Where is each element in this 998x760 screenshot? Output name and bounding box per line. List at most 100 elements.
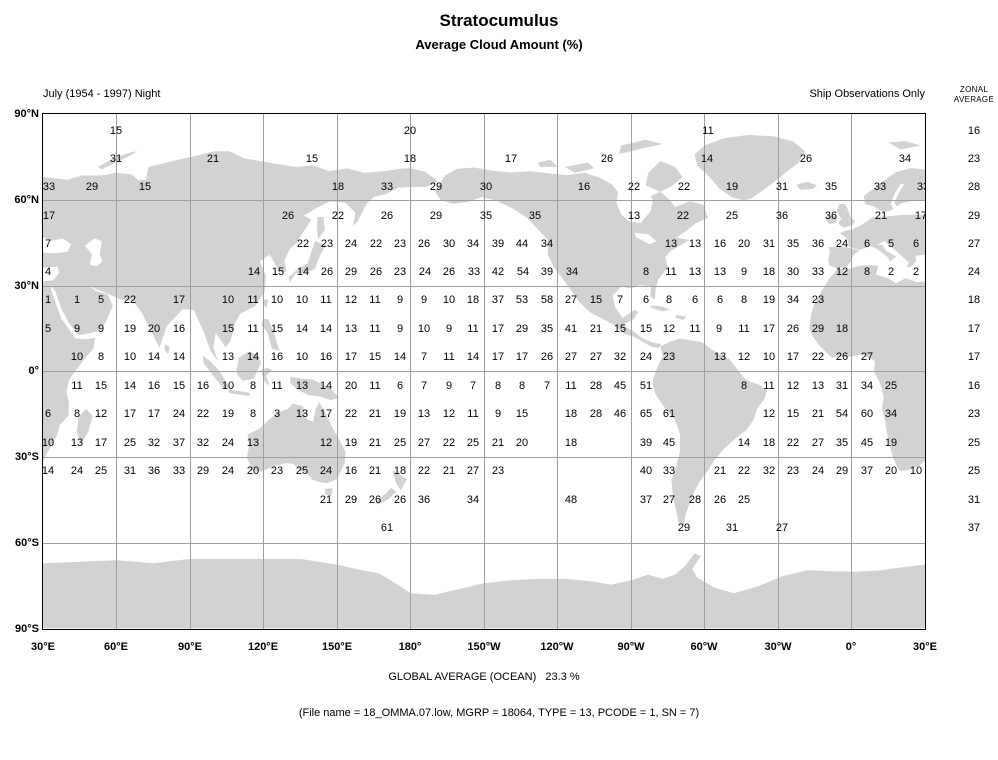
cloud-amount-value: 27	[589, 351, 603, 363]
cloud-amount-value: 20	[147, 323, 161, 335]
cloud-amount-value: 51	[639, 380, 653, 392]
cloud-amount-value: 16	[577, 181, 591, 193]
cloud-amount-value: 10	[270, 294, 284, 306]
cloud-amount-value: 15	[172, 380, 186, 392]
cloud-amount-value: 54	[516, 266, 530, 278]
cloud-amount-value: 20	[403, 125, 417, 137]
cloud-amount-value: 44	[515, 238, 529, 250]
landmass-shape	[43, 266, 60, 282]
cloud-amount-value: 8	[740, 380, 748, 392]
cloud-amount-value: 24	[811, 465, 825, 477]
cloud-amount-value: 25	[393, 437, 407, 449]
cloud-amount-value: 20	[737, 238, 751, 250]
cloud-amount-value: 21	[811, 408, 825, 420]
cloud-amount-value: 4	[44, 266, 52, 278]
cloud-amount-value: 15	[271, 266, 285, 278]
cloud-amount-value: 29	[515, 323, 529, 335]
cloud-amount-value: 53	[515, 294, 529, 306]
cloud-amount-value: 18	[564, 437, 578, 449]
cloud-amount-value: 25	[123, 437, 137, 449]
cloud-amount-value: 26	[320, 266, 334, 278]
cloud-amount-value: 15	[639, 323, 653, 335]
landmass-shape	[290, 376, 339, 401]
cloud-amount-value: 13	[713, 351, 727, 363]
landmass-shape	[564, 162, 595, 173]
cloud-amount-value: 14	[123, 380, 137, 392]
cloud-amount-value: 54	[835, 408, 849, 420]
cloud-amount-value: 36	[417, 494, 431, 506]
cloud-amount-value: 33	[380, 181, 394, 193]
cloud-amount-value: 34	[565, 266, 579, 278]
cloud-amount-value: 13	[627, 210, 641, 222]
cloud-amount-value: 19	[221, 408, 235, 420]
cloud-amount-value: 15	[109, 125, 123, 137]
cloud-amount-value: 24	[639, 351, 653, 363]
cloud-amount-value: 12	[762, 408, 776, 420]
cloud-amount-value: 21	[206, 153, 220, 165]
longitude-tick-label: 30°E	[913, 641, 937, 653]
cloud-amount-value: 27	[811, 437, 825, 449]
cloud-amount-value: 37	[639, 494, 653, 506]
cloud-amount-value: 2	[912, 266, 920, 278]
cloud-amount-value: 1	[44, 294, 52, 306]
zonal-average-value: 24	[967, 266, 981, 278]
cloud-amount-value: 5	[44, 323, 52, 335]
zonal-average-value: 28	[967, 181, 981, 193]
cloud-amount-value: 16	[319, 351, 333, 363]
cloud-amount-value: 27	[775, 522, 789, 534]
cloud-amount-value: 34	[540, 238, 554, 250]
cloud-amount-value: 11	[467, 323, 479, 335]
cloud-amount-value: 7	[44, 238, 52, 250]
zonal-average-value: 29	[967, 210, 981, 222]
longitude-tick-label: 120°E	[247, 641, 279, 653]
cloud-amount-grid: 15 20 11 31 21 15 18 17 26 14 26 34 33 29 15 18 33 29 30 16…	[43, 114, 925, 629]
cloud-amount-value: 27	[466, 465, 480, 477]
cloud-amount-value: 12	[442, 408, 456, 420]
cloud-amount-value: 29	[344, 266, 358, 278]
cloud-amount-value: 15	[270, 323, 284, 335]
latitude-tick-label: 60°N	[14, 194, 39, 206]
cloud-amount-value: 23	[786, 465, 800, 477]
zonal-average-value: 16	[967, 125, 981, 137]
cloud-amount-value: 8	[249, 380, 257, 392]
cloud-amount-value: 18	[835, 323, 849, 335]
cloud-amount-value: 10	[417, 323, 431, 335]
cloud-amount-value: 11	[565, 380, 577, 392]
cloud-amount-value: 41	[564, 323, 578, 335]
cloud-amount-value: 12	[344, 294, 358, 306]
cloud-amount-value: 20	[884, 465, 898, 477]
cloud-amount-value: 17	[914, 210, 926, 222]
zonal-average-value: 18	[967, 294, 981, 306]
cloud-amount-value: 14	[737, 437, 751, 449]
cloud-amount-value: 35	[528, 210, 542, 222]
cloud-amount-value: 17	[786, 351, 800, 363]
cloud-amount-value: 13	[221, 351, 235, 363]
landmass-shape	[228, 389, 250, 397]
cloud-amount-value: 33	[172, 465, 186, 477]
cloud-amount-value: 11	[71, 380, 83, 392]
landmass-shape	[888, 140, 921, 150]
cloud-amount-value: 6	[44, 408, 52, 420]
zonal-header-line2: AVERAGE	[953, 95, 995, 104]
cloud-amount-value: 22	[417, 465, 431, 477]
cloud-amount-value: 45	[662, 437, 676, 449]
cloud-amount-value: 23	[270, 465, 284, 477]
cloud-amount-value: 32	[613, 351, 627, 363]
cloud-amount-value: 16	[344, 465, 358, 477]
cloud-amount-value: 11	[443, 351, 455, 363]
cloud-amount-value: 33	[916, 181, 925, 193]
cloud-amount-value: 10	[221, 294, 235, 306]
cloud-amount-value: 18	[393, 465, 407, 477]
cloud-amount-value: 19	[762, 294, 776, 306]
cloud-amount-value: 6	[912, 238, 920, 250]
latitude-tick-label: 30°N	[14, 280, 39, 292]
landmass-shape	[376, 487, 397, 505]
landmass-shape	[324, 488, 333, 497]
cloud-amount-value: 21	[368, 465, 382, 477]
cloud-amount-value: 39	[639, 437, 653, 449]
cloud-amount-value: 13	[688, 266, 702, 278]
cloud-amount-value: 24	[319, 465, 333, 477]
cloud-amount-value: 28	[688, 494, 702, 506]
cloud-amount-value: 3	[273, 408, 281, 420]
figure-subtitle: Average Cloud Amount (%)	[415, 37, 583, 52]
